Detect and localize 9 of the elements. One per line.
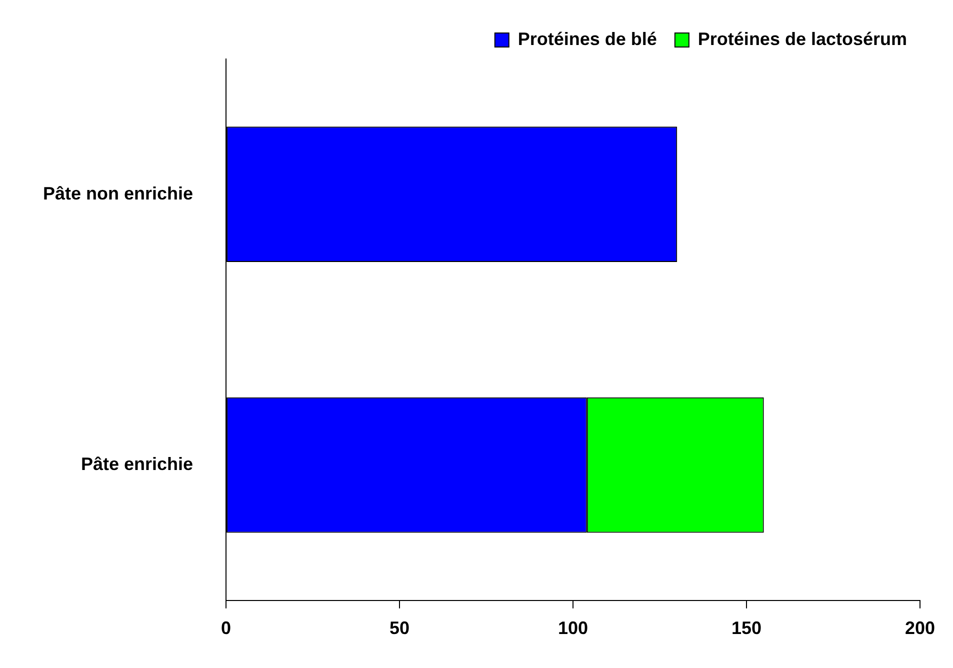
x-tick-label: 0 — [221, 618, 232, 638]
x-tick-label: 50 — [390, 618, 410, 638]
legend-label: Protéines de blé — [518, 28, 657, 49]
x-tick-label: 150 — [731, 618, 762, 638]
y-tick-label: Pâte non enrichie — [42, 183, 194, 204]
y-tick-label: Pâte enrichie — [80, 454, 194, 474]
legend-label: Protéines de lactosérum — [698, 28, 908, 49]
x-tick-label: 200 — [904, 618, 936, 638]
x-tick-label: 100 — [558, 618, 588, 638]
